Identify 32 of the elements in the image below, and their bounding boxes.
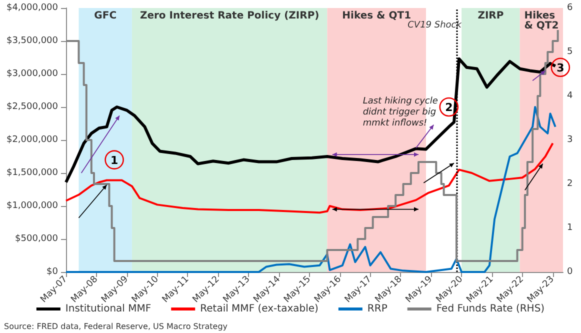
y-tick-label: $2,000,000 <box>6 135 58 145</box>
y2-tick-label: 5 <box>567 47 573 57</box>
y-tick-label: $500,000 <box>15 234 58 244</box>
ref-line-label: CV19 Shock <box>408 20 462 30</box>
legend-label: RRP <box>367 304 388 314</box>
y2-tick-label: 6 <box>567 3 573 13</box>
y2-tick-label: 0 <box>567 267 573 277</box>
y-tick-label: $4,000,000 <box>6 3 58 13</box>
y-tick-label: $0 <box>46 267 58 277</box>
legend-label: Retail MMF (ex-taxable) <box>200 304 319 314</box>
legend-label: Fed Funds Rate (RHS) <box>436 304 545 314</box>
source-note: Source: FRED data, Federal Reserve, US Macro Strategy <box>4 322 228 331</box>
band-label: Hikes & QT1 <box>342 10 412 22</box>
band-label: GFC <box>94 10 117 22</box>
band-label: Hikes & QT2 <box>524 10 559 32</box>
annotation: 1 <box>110 154 118 167</box>
y2-tick-label: 3 <box>567 135 573 145</box>
y-tick-label: $3,500,000 <box>6 36 58 46</box>
annotation: 3 <box>556 61 564 74</box>
y2-tick-label: 2 <box>567 179 573 189</box>
y-tick-label: $1,500,000 <box>6 168 58 178</box>
band-label: ZIRP <box>478 10 504 22</box>
legend-label: Institutional MMF <box>65 304 152 314</box>
y2-tick-label: 4 <box>567 91 573 101</box>
y-tick-label: $2,500,000 <box>6 102 58 112</box>
band-label: Zero Interest Rate Policy (ZIRP) <box>140 10 320 22</box>
y-tick-label: $3,000,000 <box>6 69 58 79</box>
y-tick-label: $1,000,000 <box>6 201 58 211</box>
annotation: Last hiking cycle didnt trigger big mmkt inflows! <box>362 96 438 129</box>
line-series <box>65 142 554 214</box>
annotation: 2 <box>445 101 453 114</box>
y2-tick-label: 1 <box>567 223 573 233</box>
